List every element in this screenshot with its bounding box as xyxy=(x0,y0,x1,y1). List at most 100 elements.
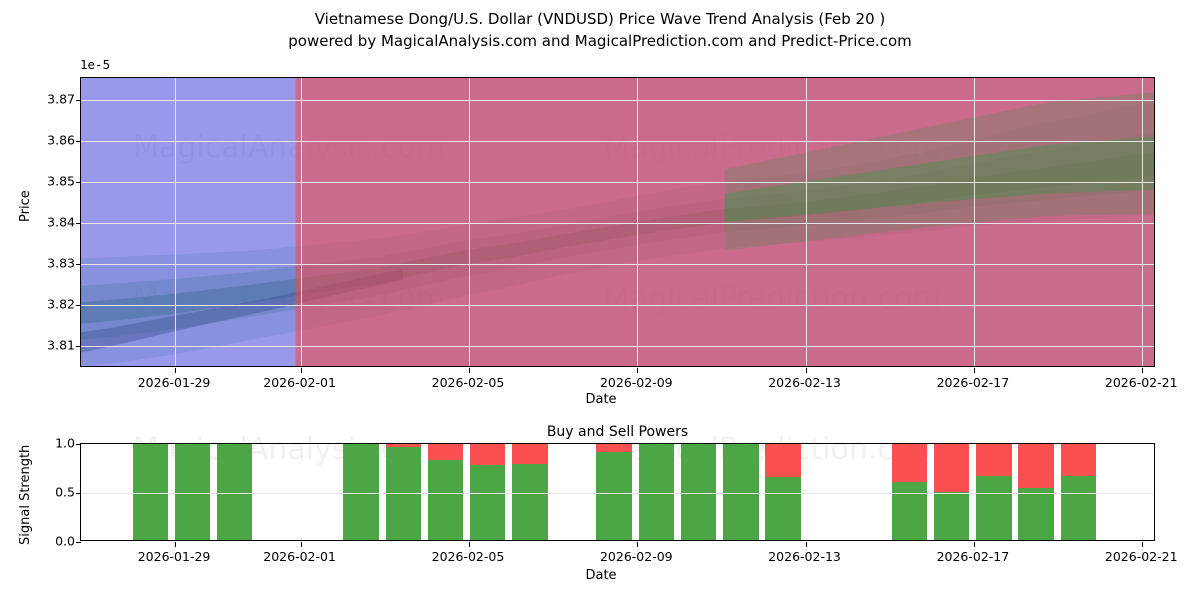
green-dark-wedge xyxy=(81,268,403,353)
x-tick-label: 2026-01-29 xyxy=(137,549,211,564)
y-tick-label: 0.5 xyxy=(55,484,75,500)
sell-power-segment xyxy=(427,444,464,461)
y-tick-label: 0.0 xyxy=(55,533,75,549)
x-tick-label: 2026-01-29 xyxy=(137,375,211,390)
gridline-vertical xyxy=(637,78,639,366)
power-bar[interactable] xyxy=(596,444,632,540)
power-bar[interactable] xyxy=(469,444,506,540)
x-tick-mark xyxy=(805,368,807,373)
x-tick-mark xyxy=(1142,542,1144,547)
power-bar[interactable] xyxy=(427,444,464,540)
power-bar[interactable] xyxy=(1060,444,1097,540)
x-tick-label: 2026-02-09 xyxy=(599,375,673,390)
gridline-horizontal xyxy=(81,345,1154,347)
buy-power-segment xyxy=(132,444,169,540)
sell-power-segment xyxy=(1018,444,1054,489)
buy-power-segment xyxy=(891,482,928,540)
x-tick-label: 2026-02-01 xyxy=(263,375,336,390)
buy-power-segment xyxy=(723,444,759,540)
power-bar[interactable] xyxy=(216,444,253,540)
power-bar[interactable] xyxy=(132,444,169,540)
power-bar[interactable] xyxy=(680,444,717,540)
buy-power-segment xyxy=(469,465,506,540)
title-line-1: Vietnamese Dong/U.S. Dollar (VNDUSD) Pri… xyxy=(314,10,886,28)
x-tick-mark xyxy=(300,368,302,373)
x-tick-mark xyxy=(468,368,470,373)
figure-title: Vietnamese Dong/U.S. Dollar (VNDUSD) Pri… xyxy=(0,8,1200,52)
red-outer-band xyxy=(295,78,1154,366)
x-tick-label: 2026-02-05 xyxy=(431,549,505,564)
power-bar[interactable] xyxy=(765,444,801,540)
gridline-vertical xyxy=(300,78,302,366)
power-bar[interactable] xyxy=(723,444,759,540)
price-chart-axes xyxy=(76,77,1155,373)
gridline-vertical xyxy=(175,78,177,366)
buy-power-segment xyxy=(1060,475,1097,540)
blue-outer-band xyxy=(81,78,1154,366)
y-tick-mark xyxy=(76,304,81,306)
y-tick-label: 3.86 xyxy=(47,132,75,148)
power-bar[interactable] xyxy=(976,444,1012,540)
power-bar[interactable] xyxy=(385,444,422,540)
buy-power-segment xyxy=(638,444,675,540)
x-tick-mark xyxy=(973,542,975,547)
power-x-axis-label: Date xyxy=(585,568,617,583)
gridline-horizontal xyxy=(81,493,1154,494)
x-tick-mark xyxy=(973,368,975,373)
x-tick-mark xyxy=(637,368,639,373)
green-right-core xyxy=(724,136,1154,222)
gridline-horizontal xyxy=(81,141,1154,143)
x-tick-mark xyxy=(468,542,470,547)
buy-power-segment xyxy=(174,444,211,540)
power-bar[interactable] xyxy=(512,444,548,540)
y-tick-label: 3.84 xyxy=(47,214,75,230)
buy-power-segment xyxy=(976,475,1012,540)
power-bar[interactable] xyxy=(343,444,379,540)
buy-power-segment xyxy=(512,464,548,540)
x-tick-mark xyxy=(175,542,177,547)
buy-power-segment xyxy=(596,451,632,540)
sell-power-segment xyxy=(385,444,422,447)
power-bar[interactable] xyxy=(174,444,211,540)
y-axis-offset-text: 1e-5 xyxy=(80,57,111,72)
y-tick-mark xyxy=(76,444,81,445)
buy-power-segment xyxy=(343,444,379,540)
sell-power-segment xyxy=(934,444,970,492)
y-tick-label: 3.83 xyxy=(47,255,75,271)
power-plot-area xyxy=(81,444,1154,540)
buy-power-segment xyxy=(680,444,717,540)
y-tick-label: 3.85 xyxy=(47,173,75,189)
x-tick-mark xyxy=(805,542,807,547)
y-tick-mark xyxy=(76,493,81,494)
x-tick-mark xyxy=(300,542,302,547)
buy-power-segment xyxy=(427,460,464,540)
x-tick-mark xyxy=(175,368,177,373)
power-bar[interactable] xyxy=(891,444,928,540)
buy-power-segment xyxy=(765,476,801,540)
sell-power-segment xyxy=(469,444,506,466)
blue-core-band xyxy=(81,78,1154,366)
x-tick-label: 2026-02-17 xyxy=(936,549,1010,564)
title-line-2: powered by MagicalAnalysis.com and Magic… xyxy=(288,32,912,50)
gridline-vertical xyxy=(973,78,975,366)
sell-power-segment xyxy=(891,444,928,483)
buy-power-segment xyxy=(216,444,253,540)
sell-power-segment xyxy=(976,444,1012,476)
y-tick-label: 3.87 xyxy=(47,91,75,107)
x-tick-label: 2026-02-09 xyxy=(599,549,673,564)
gridline-horizontal xyxy=(81,304,1154,306)
power-bar[interactable] xyxy=(638,444,675,540)
y-tick-mark xyxy=(76,182,81,184)
sell-power-segment xyxy=(596,444,632,452)
sell-power-segment xyxy=(512,444,548,465)
x-tick-label: 2026-02-21 xyxy=(1104,549,1178,564)
y-tick-label: 1.0 xyxy=(55,435,75,451)
y-tick-mark xyxy=(76,345,81,347)
power-y-axis-label: Signal Strength xyxy=(18,444,33,545)
x-tick-mark xyxy=(1142,368,1144,373)
power-chart-title: Buy and Sell Powers xyxy=(546,424,689,440)
price-x-axis-label: Date xyxy=(585,392,617,407)
price-y-tick-labels: 3.81 3.82 3.83 3.84 3.85 3.86 3.87 xyxy=(5,77,75,367)
power-bar[interactable] xyxy=(1018,444,1054,540)
power-bar[interactable] xyxy=(934,444,970,540)
